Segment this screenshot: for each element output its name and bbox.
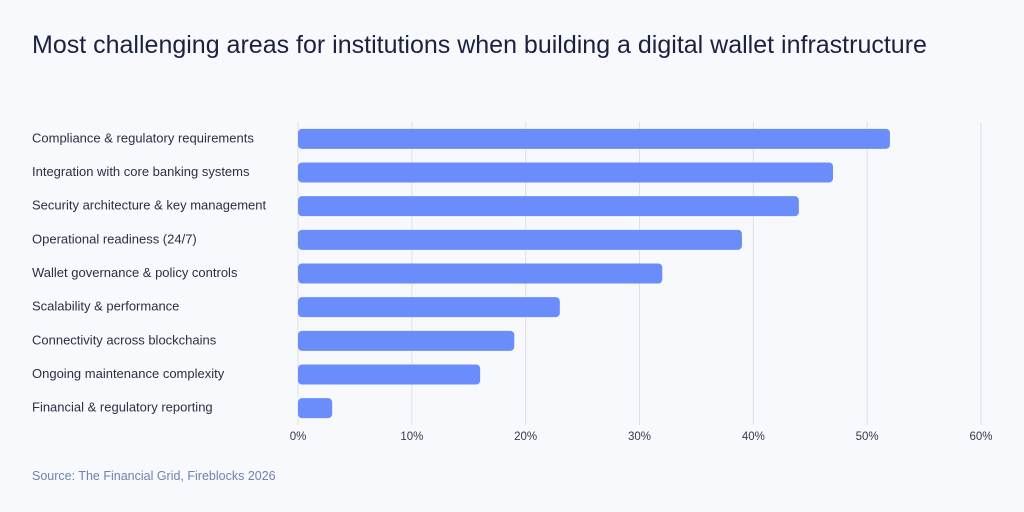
y-tick-label: Operational readiness (24/7)	[32, 231, 197, 246]
y-tick-label: Wallet governance & policy controls	[32, 265, 238, 280]
x-tick-label: 10%	[400, 431, 423, 443]
bar	[298, 229, 742, 250]
x-tick-label: 40%	[742, 431, 765, 443]
x-tick-label: 30%	[628, 431, 651, 443]
bar	[298, 162, 834, 183]
x-tick-label: 0%	[290, 431, 307, 443]
chart-title: Most challenging areas for institutions …	[32, 31, 927, 59]
bar	[298, 330, 515, 351]
bar	[298, 364, 481, 385]
x-tick-label: 20%	[514, 431, 537, 443]
source-note: Source: The Financial Grid, Fireblocks 2…	[32, 469, 276, 483]
x-tick-label: 50%	[856, 431, 879, 443]
x-tick-label: 60%	[969, 431, 992, 443]
y-tick-label: Financial & regulatory reporting	[32, 400, 213, 415]
bar	[298, 297, 560, 318]
bar	[298, 128, 890, 149]
y-tick-label: Connectivity across blockchains	[32, 332, 217, 347]
y-tick-label: Ongoing maintenance complexity	[32, 366, 225, 381]
y-tick-label: Security architecture & key management	[32, 198, 266, 213]
y-tick-label: Compliance & regulatory requirements	[32, 130, 254, 145]
bar	[298, 196, 799, 217]
y-tick-label: Scalability & performance	[32, 299, 179, 314]
y-tick-label: Integration with core banking systems	[32, 164, 250, 179]
bar	[298, 398, 333, 419]
bar	[298, 263, 663, 284]
